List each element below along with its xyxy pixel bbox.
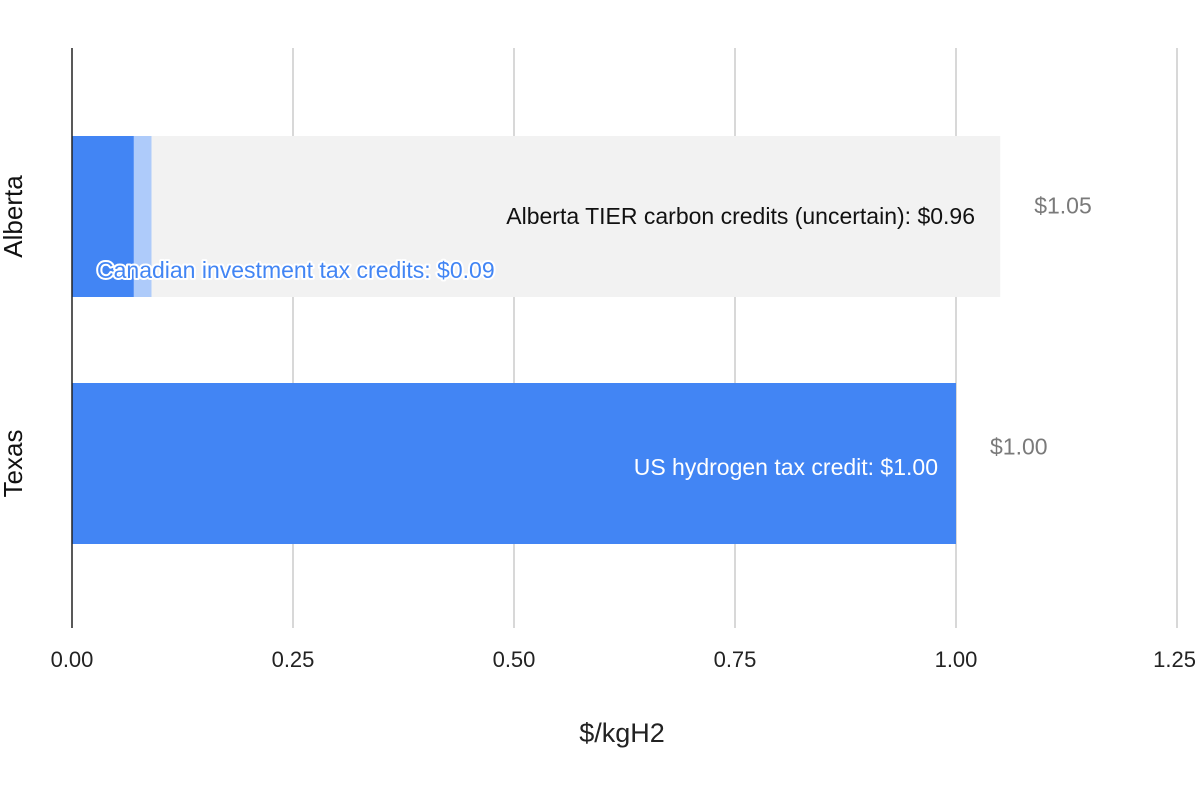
x-tick-label: 1.00 — [935, 647, 978, 672]
segment-label: US hydrogen tax credit: $1.00 — [634, 454, 938, 480]
total-label: $1.00 — [990, 434, 1048, 460]
x-tick-label: 0.00 — [51, 647, 94, 672]
bars — [72, 136, 1001, 544]
bar-segment — [151, 136, 1001, 297]
category-label: Texas — [0, 430, 28, 498]
x-axis-ticks: 0.00 0.25 0.50 0.75 1.00 1.25 — [51, 647, 1196, 672]
x-tick-label: 0.50 — [493, 647, 536, 672]
total-label: $1.05 — [1034, 193, 1092, 219]
x-tick-label: 1.25 — [1153, 647, 1196, 672]
segment-label: Alberta TIER carbon credits (uncertain):… — [506, 203, 975, 229]
data-labels: Alberta TIER carbon credits (uncertain):… — [95, 193, 1092, 481]
x-axis-title: $/kgH2 — [579, 718, 665, 748]
category-label: Alberta — [0, 175, 28, 258]
x-tick-label: 0.25 — [272, 647, 315, 672]
segment-label: Canadian investment tax credits: $0.09 — [97, 257, 495, 283]
bar-segment — [72, 136, 134, 297]
category-labels: Alberta Texas — [0, 175, 28, 498]
bar-segment — [133, 136, 152, 297]
x-tick-label: 0.75 — [714, 647, 757, 672]
bar-segment — [72, 383, 956, 544]
